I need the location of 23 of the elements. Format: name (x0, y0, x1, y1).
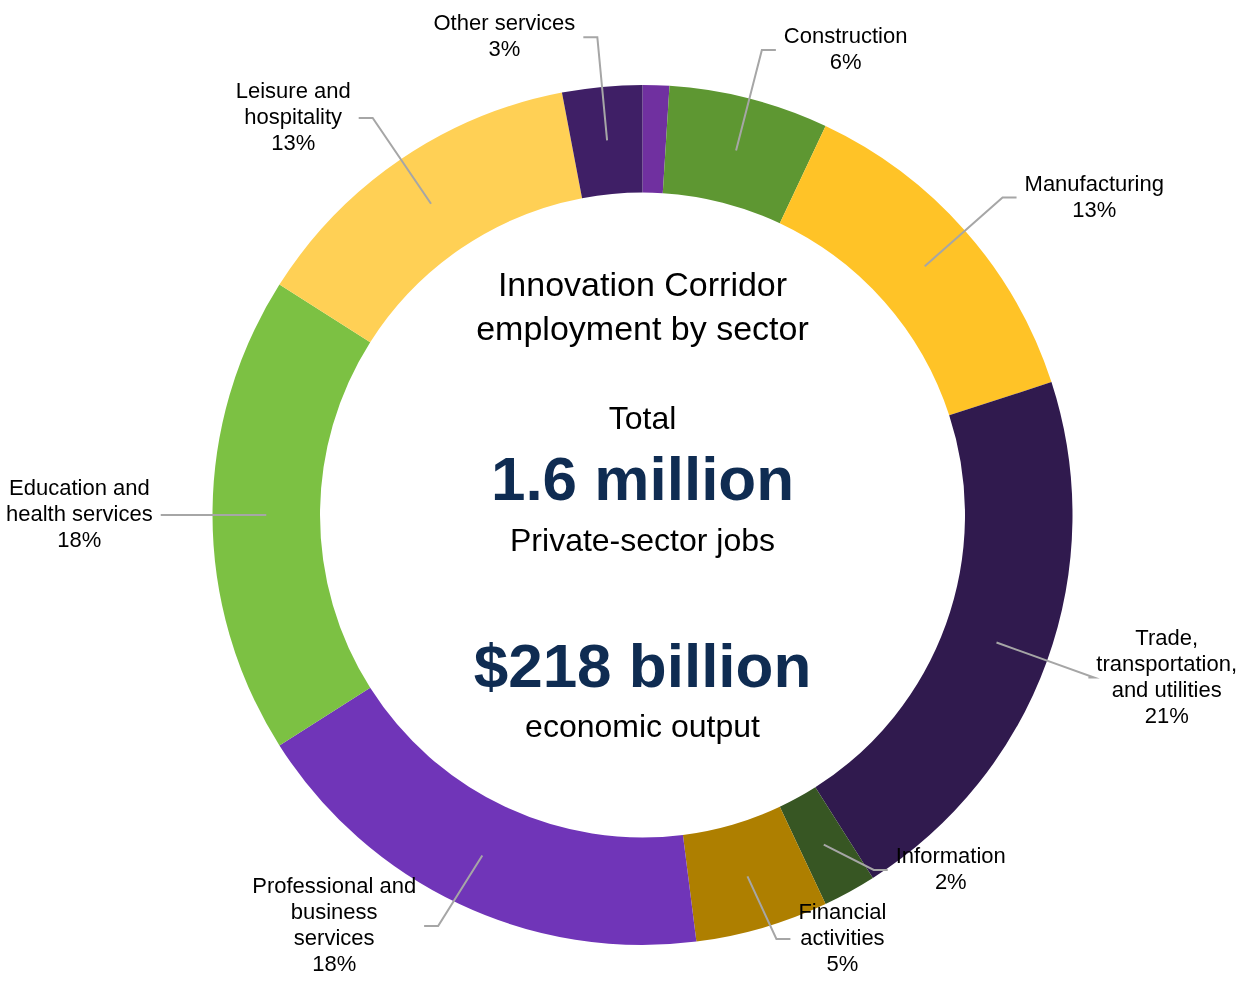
data-label: 13% (271, 130, 316, 156)
data-label: 21% (1144, 702, 1189, 728)
data-label: 13% (1072, 196, 1117, 222)
slice-label: Trade, transportation, and utilities (1096, 624, 1237, 702)
text: 1.6 million (490, 444, 795, 514)
slice-label: Other services (433, 10, 576, 36)
data-label: 18% (57, 527, 102, 553)
text: $218 billion (473, 631, 812, 701)
slice-label: Financial activities (798, 899, 887, 951)
slice-label: Education and health services (5, 475, 153, 527)
data-label: 18% (312, 951, 357, 977)
slice-label: Manufacturing (1024, 170, 1164, 196)
text: economic output (525, 707, 761, 744)
slice-label: Construction (783, 23, 908, 49)
data-label: 2% (934, 869, 967, 895)
data-label: 5% (826, 951, 859, 977)
data-label: 6% (829, 49, 862, 75)
text: Private-sector jobs (510, 521, 775, 558)
data-label: 3% (488, 36, 521, 62)
slice-label: Professional and business services (252, 873, 417, 951)
text: Total (608, 399, 677, 436)
text: Innovation Corridor employment by sector (476, 265, 809, 348)
slice-label: Leisure and hospitality (235, 78, 351, 130)
